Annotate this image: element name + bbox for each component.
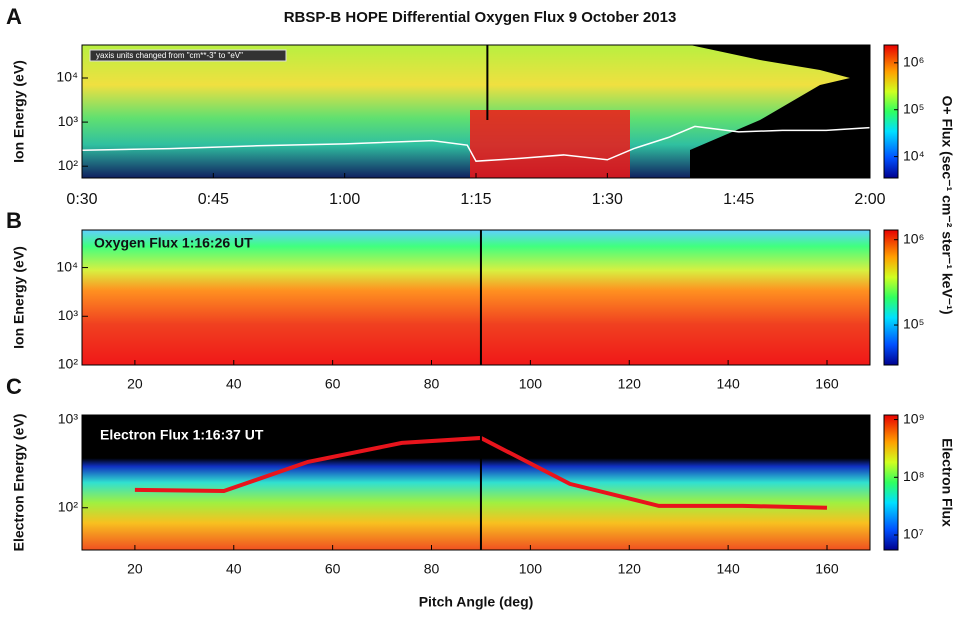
x-tick-label: 0:30 — [66, 191, 97, 208]
x-tick-label: 100 — [519, 561, 543, 577]
x-tick-label: 1:30 — [592, 191, 623, 208]
panel-letter: B — [6, 208, 22, 233]
x-tick-label: 140 — [716, 376, 740, 392]
annotation: Oxygen Flux 1:16:26 UT — [94, 235, 253, 251]
x-tick-label: 80 — [424, 376, 440, 392]
annotation: Electron Flux 1:16:37 UT — [100, 427, 264, 443]
y-tick-label: 10² — [58, 498, 79, 514]
x-tick-label: 60 — [325, 561, 341, 577]
colorbar-label: O+ Flux (sec⁻¹ cm⁻² ster⁻¹ keV⁻¹) — [939, 95, 955, 314]
x-tick-label: 1:15 — [460, 191, 491, 208]
y-tick-label: 10³ — [58, 307, 79, 323]
x-tick-label: 120 — [618, 561, 642, 577]
x-tick-label: 40 — [226, 376, 242, 392]
y-axis-label: Ion Energy (eV) — [11, 60, 27, 163]
colorbar-tick-label: 10⁶ — [903, 54, 924, 70]
plot-frame — [81, 414, 871, 551]
colorbar-tick-label: 10⁶ — [903, 230, 924, 246]
colorbar — [883, 414, 899, 551]
colorbar — [883, 229, 899, 366]
y-tick-label: 10² — [58, 356, 79, 372]
x-tick-label: 20 — [127, 376, 143, 392]
y-tick-label: 10² — [58, 157, 79, 173]
colorbar-tick-label: 10⁸ — [903, 468, 925, 484]
spectrogram-empty — [690, 45, 870, 178]
annotation: yaxis units changed from "cm**-3" to "eV… — [96, 51, 243, 60]
colorbar-tick-label: 10⁷ — [903, 526, 924, 542]
x-tick-label: 20 — [127, 561, 143, 577]
x-tick-label: 160 — [815, 376, 839, 392]
y-axis-label: Electron Energy (eV) — [11, 414, 27, 552]
x-tick-label: 80 — [424, 561, 440, 577]
x-tick-label: 2:00 — [854, 191, 885, 208]
x-tick-label: 1:00 — [329, 191, 360, 208]
colorbar-tick-label: 10⁵ — [903, 100, 924, 116]
y-tick-label: 10⁴ — [56, 258, 78, 274]
y-tick-label: 10³ — [58, 113, 79, 129]
x-axis-label: Pitch Angle (deg) — [419, 594, 534, 610]
colorbar-tick-label: 10⁵ — [903, 316, 924, 332]
plot-frame — [81, 229, 871, 366]
colorbar-tick-label: 10⁴ — [903, 147, 925, 163]
colorbar — [883, 44, 899, 179]
y-axis-label: Ion Energy (eV) — [11, 246, 27, 349]
panel-letter: A — [6, 4, 22, 29]
x-tick-label: 40 — [226, 561, 242, 577]
spectrogram — [82, 230, 870, 365]
annotation-box — [89, 49, 287, 62]
x-tick-label: 160 — [815, 561, 839, 577]
colorbar-tick-label: 10⁹ — [903, 410, 925, 426]
y-tick-label: 10³ — [58, 411, 79, 427]
spectrogram-peak — [470, 110, 630, 178]
x-tick-label: 1:45 — [723, 191, 754, 208]
x-tick-label: 100 — [519, 376, 543, 392]
x-tick-label: 120 — [618, 376, 642, 392]
x-tick-label: 140 — [716, 561, 740, 577]
x-tick-label: 60 — [325, 376, 341, 392]
data-line — [81, 125, 871, 162]
y-tick-label: 10⁴ — [56, 69, 78, 85]
panel-letter: C — [6, 374, 22, 399]
x-tick-label: 0:45 — [198, 191, 229, 208]
colorbar-label: Electron Flux — [939, 438, 955, 527]
chart-title: RBSP-B HOPE Differential Oxygen Flux 9 O… — [284, 9, 677, 26]
